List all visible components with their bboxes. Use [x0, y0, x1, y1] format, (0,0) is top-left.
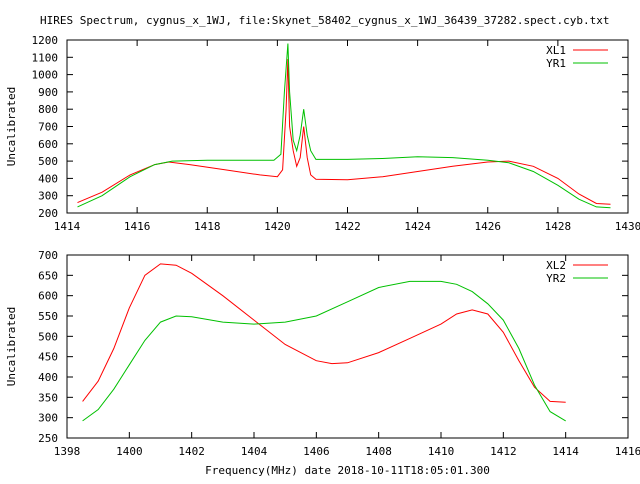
y-tick-label: 1000: [32, 69, 59, 82]
x-tick-label: 1404: [241, 445, 268, 458]
x-tick-label: 1418: [194, 220, 221, 233]
y-tick-label: 250: [38, 432, 58, 445]
y-tick-label: 350: [38, 391, 58, 404]
x-tick-label: 1414: [54, 220, 81, 233]
series-line-xl2: [82, 263, 566, 403]
x-tick-label: 1400: [116, 445, 143, 458]
series-line-xl1: [77, 58, 611, 205]
x-axis-label: Frequency(MHz) date 2018-10-11T18:05:01.…: [205, 464, 490, 477]
x-tick-label: 1398: [54, 445, 81, 458]
y-tick-label: 1100: [32, 51, 59, 64]
series-line-yr2: [82, 280, 566, 422]
y-axis-label: Uncalibrated: [5, 87, 18, 166]
plot-1: 1414 1416 1418 1420 1422 1424 1426 1428 1430 200 3…: [5, 34, 640, 233]
x-tick-label: 1416: [615, 445, 640, 458]
x-tick-label: 1420: [264, 220, 291, 233]
y-tick-label: 500: [38, 330, 58, 343]
y-tick-label: 650: [38, 269, 58, 282]
y-tick-label: 300: [38, 412, 58, 425]
series-line-yr1: [77, 43, 611, 209]
chart-title: HIRES Spectrum, cygnus_x_1WJ, file:Skyne…: [40, 14, 610, 27]
y-axis-label: Uncalibrated: [5, 307, 18, 386]
y-tick-label: 550: [38, 310, 58, 323]
plot-border: [66, 39, 629, 214]
y-tick-label: 1200: [32, 34, 59, 47]
y-tick-label: 600: [38, 290, 58, 303]
y-tick-label: 200: [38, 207, 58, 220]
legend-label: YR1: [546, 57, 566, 70]
plot-2: 1398 1400 1402 1404 1406 1408 1410 1412 1414 1416…: [5, 249, 640, 477]
x-tick-label: 1410: [428, 445, 455, 458]
legend-label: XL1: [546, 44, 566, 57]
y-tick-label: 900: [38, 86, 58, 99]
y-tick-label: 500: [38, 155, 58, 168]
x-tick-label: 1422: [334, 220, 361, 233]
x-tick-label: 1428: [545, 220, 572, 233]
y-tick-label: 700: [38, 249, 58, 262]
y-tick-label: 400: [38, 172, 58, 185]
y-tick-label: 400: [38, 371, 58, 384]
x-tick-label: 1414: [552, 445, 579, 458]
x-tick-label: 1402: [178, 445, 205, 458]
y-tick-label: 300: [38, 190, 58, 203]
y-tick-label: 600: [38, 138, 58, 151]
y-tick-label: 800: [38, 103, 58, 116]
x-tick-label: 1416: [124, 220, 151, 233]
y-tick-label: 700: [38, 121, 58, 134]
x-tick-label: 1430: [615, 220, 640, 233]
legend-label: XL2: [546, 259, 566, 272]
x-tick-label: 1408: [365, 445, 392, 458]
x-tick-label: 1426: [475, 220, 502, 233]
y-tick-label: 450: [38, 351, 58, 364]
x-tick-label: 1424: [404, 220, 431, 233]
x-tick-label: 1406: [303, 445, 330, 458]
x-tick-label: 1412: [490, 445, 517, 458]
plot-border: [66, 254, 629, 439]
legend-label: YR2: [546, 272, 566, 285]
